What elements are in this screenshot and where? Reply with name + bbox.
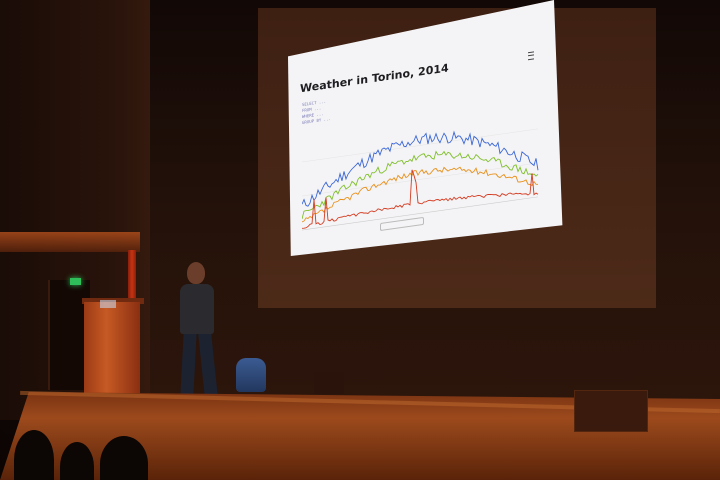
backpack	[236, 358, 266, 392]
series-line-orange	[302, 166, 539, 223]
laptop	[100, 300, 116, 308]
chart-axis	[302, 196, 538, 231]
audience-head	[60, 442, 94, 480]
podium	[84, 302, 140, 402]
series-line-red	[302, 169, 539, 229]
series-line-green	[302, 150, 539, 220]
chart-gridline	[302, 162, 538, 197]
slide-title: Weather in Torino, 2014	[300, 61, 449, 96]
exit-sign-icon	[70, 278, 81, 285]
chart-gridline	[302, 128, 538, 163]
audience-head	[100, 436, 148, 480]
audience-head	[14, 430, 54, 480]
speaker-torso	[180, 284, 214, 334]
stage-box	[314, 372, 344, 394]
wall-light	[0, 232, 140, 252]
series-line-blue	[302, 130, 539, 207]
speaker-head	[187, 262, 205, 284]
weather-chart	[302, 128, 539, 231]
stage-monitor	[574, 390, 648, 432]
menu-icon	[528, 51, 534, 61]
